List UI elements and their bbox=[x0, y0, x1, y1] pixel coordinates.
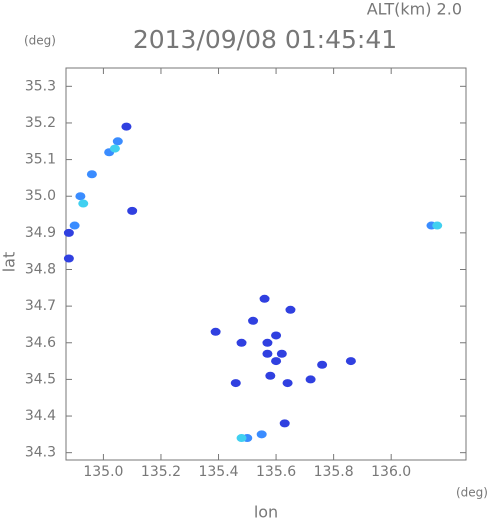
echo-point bbox=[109, 144, 120, 153]
y-tick-label: 34.5 bbox=[25, 371, 56, 387]
y-tick-label: 35.3 bbox=[25, 78, 56, 94]
y-tick-label: 34.4 bbox=[25, 408, 56, 424]
echo-point bbox=[262, 349, 273, 358]
x-tick-label: 135.6 bbox=[256, 464, 296, 480]
echo-point bbox=[75, 192, 86, 201]
y-tick-label: 34.6 bbox=[25, 335, 56, 351]
echo-point bbox=[279, 419, 290, 428]
echo-point bbox=[63, 228, 74, 237]
echo-point bbox=[236, 338, 247, 347]
echo-point bbox=[262, 338, 273, 347]
y-tick-label: 35.2 bbox=[25, 115, 56, 131]
echo-point bbox=[265, 371, 276, 380]
y-tick-label: 35.1 bbox=[25, 152, 56, 168]
x-tick-label: 136.0 bbox=[371, 464, 411, 480]
x-tick-label: 135.8 bbox=[314, 464, 354, 480]
echo-point bbox=[345, 357, 356, 366]
echo-point bbox=[276, 349, 287, 358]
echo-point bbox=[432, 221, 443, 230]
x-axis-label: lon bbox=[254, 503, 278, 521]
echo-point bbox=[86, 170, 97, 179]
echo-point bbox=[285, 305, 296, 314]
x-unit: (deg) bbox=[456, 486, 488, 500]
echo-point bbox=[78, 199, 89, 208]
echo-point bbox=[282, 379, 293, 388]
y-tick-label: 34.9 bbox=[25, 225, 56, 241]
echo-point bbox=[317, 360, 328, 369]
x-tick-label: 135.2 bbox=[141, 464, 181, 480]
echo-point bbox=[256, 430, 267, 439]
x-tick-label: 135.4 bbox=[198, 464, 238, 480]
echo-point bbox=[127, 206, 138, 215]
echo-point bbox=[63, 254, 74, 263]
echo-point bbox=[271, 331, 282, 340]
chart-title: 2013/09/08 01:45:41 bbox=[133, 25, 397, 54]
echo-point bbox=[210, 327, 221, 336]
y-tick-label: 35.0 bbox=[25, 188, 56, 204]
echo-point bbox=[271, 357, 282, 366]
chart-subtitle: ALT(km) 2.0 bbox=[367, 0, 462, 19]
echo-point bbox=[121, 122, 132, 131]
echo-point bbox=[305, 375, 316, 384]
echo-point bbox=[112, 137, 123, 146]
echo-point bbox=[259, 294, 270, 303]
echo-point bbox=[230, 379, 241, 388]
y-tick-label: 34.8 bbox=[25, 261, 56, 277]
echo-point bbox=[248, 316, 259, 325]
y-tick-label: 34.3 bbox=[25, 445, 56, 461]
y-unit: (deg) bbox=[24, 34, 56, 48]
echo-point bbox=[236, 434, 247, 443]
plot-frame bbox=[65, 67, 467, 461]
echo-point bbox=[69, 221, 80, 230]
y-tick-label: 34.7 bbox=[25, 298, 56, 314]
y-axis-label: lat bbox=[0, 252, 19, 273]
x-tick-label: 135.0 bbox=[83, 464, 123, 480]
